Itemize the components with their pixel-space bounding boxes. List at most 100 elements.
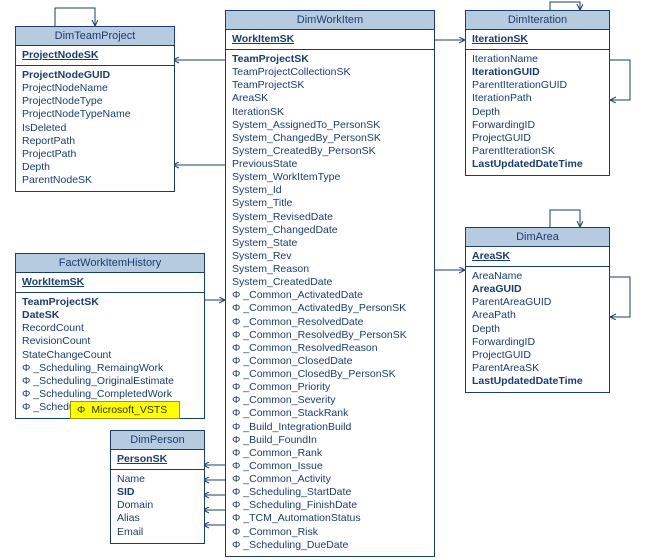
entity-field: TeamProjectSK <box>232 53 428 66</box>
entity-field: StateChangeCount <box>22 349 198 362</box>
entity-field: IterationSK <box>232 106 428 119</box>
entity-field: ForwardingID <box>472 119 603 132</box>
entity-field: System_Rev <box>232 250 428 263</box>
entity-field: Depth <box>472 106 603 119</box>
entity-field: ProjectNodeType <box>22 95 168 108</box>
entity-field: ProjectGUID <box>472 132 603 145</box>
entity-field: RecordCount <box>22 322 198 335</box>
entity-header: DimArea <box>466 228 609 247</box>
entity-field: ProjectGUID <box>472 349 603 362</box>
entity-field: Email <box>117 526 198 539</box>
entity-body: TeamProjectSKTeamProjectCollectionSKTeam… <box>226 50 434 556</box>
entity-pk: PersonSK <box>111 450 204 470</box>
entity-field: ParentNodeSK <box>22 174 168 187</box>
entity-field: ProjectPath <box>22 148 168 161</box>
entity-field: RevisionCount <box>22 335 198 348</box>
entity-field: Φ _Scheduling_StartDate <box>232 486 428 499</box>
entity-field: ProjectNodeGUID <box>22 69 168 82</box>
entity-field: IterationName <box>472 53 603 66</box>
entity-field: IsDeleted <box>22 122 168 135</box>
entity-field: System_ChangedDate <box>232 224 428 237</box>
entity-field: AreaPath <box>472 309 603 322</box>
entity-field: Φ _Common_Activity <box>232 473 428 486</box>
entity-field: SID <box>117 486 198 499</box>
entity-field: Φ _TCM_AutomationStatus <box>232 512 428 525</box>
entity-dimTeamProject: DimTeamProjectProjectNodeSKProjectNodeGU… <box>15 26 175 192</box>
entity-field: Φ _Scheduling_OriginalEstimate <box>22 375 198 388</box>
entity-field: System_Title <box>232 197 428 210</box>
entity-dimWorkItem: DimWorkItemWorkItemSKTeamProjectSKTeamPr… <box>225 10 435 557</box>
entity-dimIteration: DimIterationIterationSKIterationNameIter… <box>465 10 610 176</box>
entity-field: IterationPath <box>472 92 603 105</box>
entity-field: System_ChangedBy_PersonSK <box>232 132 428 145</box>
entity-field: Φ _Scheduling_FinishDate <box>232 499 428 512</box>
entity-field: System_Id <box>232 184 428 197</box>
entity-field: TeamProjectCollectionSK <box>232 66 428 79</box>
entity-field: TeamProjectSK <box>232 79 428 92</box>
entity-field: Domain <box>117 499 198 512</box>
entity-field: System_CreatedDate <box>232 276 428 289</box>
entity-field: Φ _Build_IntegrationBuild <box>232 421 428 434</box>
entity-field: IterationGUID <box>472 66 603 79</box>
entity-field: System_WorkItemType <box>232 171 428 184</box>
entity-field: Φ _Common_ResolvedReason <box>232 342 428 355</box>
entity-dimArea: DimAreaAreaSKAreaNameAreaGUIDParentAreaG… <box>465 227 610 393</box>
entity-field: Φ _Scheduling_RemaingWork <box>22 362 198 375</box>
entity-field: System_State <box>232 237 428 250</box>
entity-dimPerson: DimPersonPersonSKNameSIDDomainAliasEmail <box>110 430 205 544</box>
entity-body: NameSIDDomainAliasEmail <box>111 470 204 543</box>
entity-pk: ProjectNodeSK <box>16 46 174 66</box>
entity-field: LastUpdatedDateTime <box>472 375 603 388</box>
entity-field: AreaGUID <box>472 283 603 296</box>
entity-field: Φ _Common_Risk <box>232 526 428 539</box>
entity-body: TeamProjectSKDateSKRecordCountRevisionCo… <box>16 293 204 418</box>
entity-pk: WorkItemSK <box>226 30 434 50</box>
entity-field: Φ _Common_ResolvedDate <box>232 316 428 329</box>
entity-pk: AreaSK <box>466 247 609 267</box>
entity-header: DimIteration <box>466 11 609 30</box>
entity-field: ParentAreaGUID <box>472 296 603 309</box>
entity-pk: IterationSK <box>466 30 609 50</box>
entity-field: AreaName <box>472 270 603 283</box>
entity-field: Φ _Common_Issue <box>232 460 428 473</box>
entity-field: ParentAreaSK <box>472 362 603 375</box>
entity-header: DimPerson <box>111 431 204 450</box>
entity-field: Name <box>117 473 198 486</box>
entity-field: Φ _Common_ActivatedDate <box>232 289 428 302</box>
note-glyph: Φ <box>77 404 85 416</box>
entity-field: AreaSK <box>232 92 428 105</box>
entity-field: Depth <box>22 161 168 174</box>
entity-pk: WorkItemSK <box>16 273 204 293</box>
entity-field: System_Reason <box>232 263 428 276</box>
entity-field: LastUpdatedDateTime <box>472 158 603 171</box>
entity-field: Φ _Common_Priority <box>232 381 428 394</box>
entity-header: DimWorkItem <box>226 11 434 30</box>
entity-field: Φ _Common_StackRank <box>232 407 428 420</box>
entity-field: PreviousState <box>232 158 428 171</box>
entity-field: Φ _Common_ClosedDate <box>232 355 428 368</box>
entity-field: Depth <box>472 323 603 336</box>
entity-field: Φ _Common_ActivatedBy_PersonSK <box>232 302 428 315</box>
entity-field: Φ _Common_Rank <box>232 447 428 460</box>
entity-factWorkItemHistory: FactWorkItemHistoryWorkItemSKTeamProject… <box>15 253 205 419</box>
entity-field: ForwardingID <box>472 336 603 349</box>
entity-field: System_AssignedTo_PersonSK <box>232 119 428 132</box>
entity-header: DimTeamProject <box>16 27 174 46</box>
note-text: Microsoft_VSTS <box>91 404 167 416</box>
entity-body: AreaNameAreaGUIDParentAreaGUIDAreaPathDe… <box>466 267 609 392</box>
entity-field: Φ _Scheduling_CompletedWork <box>22 388 198 401</box>
entity-field: Φ _Scheduling_DueDate <box>232 539 428 552</box>
entity-field: TeamProjectSK <box>22 296 198 309</box>
entity-field: Φ _Common_ClosedBy_PersonSK <box>232 368 428 381</box>
entity-field: ProjectNodeName <box>22 82 168 95</box>
entity-body: ProjectNodeGUIDProjectNodeNameProjectNod… <box>16 66 174 191</box>
entity-field: System_CreatedBy_PersonSK <box>232 145 428 158</box>
entity-field: ParentIterationSK <box>472 145 603 158</box>
entity-field: DateSK <box>22 309 198 322</box>
entity-field: ProjectNodeTypeName <box>22 108 168 121</box>
entity-body: IterationNameIterationGUID ParentIteratio… <box>466 50 609 175</box>
entity-field: System_RevisedDate <box>232 211 428 224</box>
entity-field: Φ _Common_Severity <box>232 394 428 407</box>
entity-field: Φ _Common_ResolvedBy_PersonSK <box>232 329 428 342</box>
entity-header: FactWorkItemHistory <box>16 254 204 273</box>
